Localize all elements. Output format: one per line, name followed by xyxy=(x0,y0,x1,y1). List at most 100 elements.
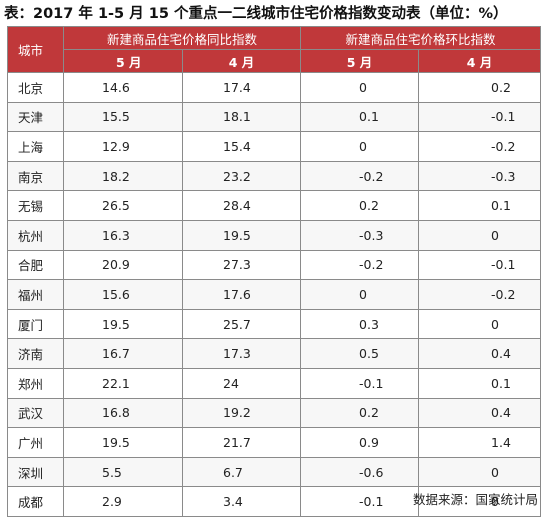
table-row: 南京 18.2 23.2 -0.2 -0.3 xyxy=(7,160,542,192)
yoy-april-cell: 17.3 xyxy=(181,338,302,369)
mom-april-cell: 0.4 xyxy=(418,338,542,369)
city-cell: 郑州 xyxy=(7,367,64,399)
table-header: 城市 新建商品住宅价格同比指数 新建商品住宅价格环比指数 5 月 4 月 5 月… xyxy=(7,26,542,73)
table-row: 无锡 26.5 28.4 0.2 0.1 xyxy=(7,190,542,221)
mom-april-cell: -0.1 xyxy=(418,249,542,281)
yoy-april-cell: 21.7 xyxy=(181,427,302,458)
yoy-may-cell: 22.1 xyxy=(63,367,183,399)
yoy-april-cell: 6.7 xyxy=(181,456,302,488)
mom-april-cell: -0.3 xyxy=(418,160,542,192)
city-cell: 广州 xyxy=(7,427,64,458)
table-title: 表：2017 年 1-5 月 15 个重点一二线城市住宅价格指数变动表（单位：%… xyxy=(4,6,508,22)
mom-april-cell: -0.1 xyxy=(418,101,542,133)
yoy-may-cell: 2.9 xyxy=(63,486,183,517)
table-row: 北京 14.6 17.4 0 0.2 xyxy=(7,72,542,103)
yoy-may-cell: 16.7 xyxy=(63,338,183,369)
table-row: 合肥 20.9 27.3 -0.2 -0.1 xyxy=(7,249,542,281)
mom-april-cell: 0.2 xyxy=(418,72,542,103)
mom-april-cell: -0.2 xyxy=(418,279,542,310)
mom-may-cell: -0.2 xyxy=(300,249,420,281)
yoy-april-cell: 17.4 xyxy=(181,72,302,103)
mom-may-cell: 0 xyxy=(300,279,420,310)
yoy-may-cell: 20.9 xyxy=(63,249,183,281)
mom-may-cell: -0.6 xyxy=(300,456,420,488)
yoy-may-cell: 16.8 xyxy=(63,397,183,429)
city-cell: 南京 xyxy=(7,160,64,192)
yoy-april-cell: 25.7 xyxy=(181,308,302,340)
table-body: 北京 14.6 17.4 0 0.2 天津 15.5 18.1 0.1 -0.1… xyxy=(7,72,542,517)
yoy-april-cell: 24 xyxy=(181,367,302,399)
mom-may-cell: -0.1 xyxy=(300,367,420,399)
price-index-table: 城市 新建商品住宅价格同比指数 新建商品住宅价格环比指数 5 月 4 月 5 月… xyxy=(7,26,542,517)
mom-april-cell: 0 xyxy=(418,308,542,340)
table-row: 厦门 19.5 25.7 0.3 0 xyxy=(7,308,542,340)
city-cell: 上海 xyxy=(7,131,64,162)
yoy-may-cell: 15.5 xyxy=(63,101,183,133)
city-cell: 无锡 xyxy=(7,190,64,221)
yoy-may-cell: 19.5 xyxy=(63,308,183,340)
table-row: 福州 15.6 17.6 0 -0.2 xyxy=(7,279,542,310)
mom-april-cell: -0.2 xyxy=(418,131,542,162)
table-row: 成都 2.9 3.4 -0.1 0 xyxy=(7,486,542,517)
table-row: 天津 15.5 18.1 0.1 -0.1 xyxy=(7,101,542,133)
table-row: 深圳 5.5 6.7 -0.6 0 xyxy=(7,456,542,488)
city-cell: 厦门 xyxy=(7,308,64,340)
yoy-may-cell: 15.6 xyxy=(63,279,183,310)
mom-may-cell: 0 xyxy=(300,131,420,162)
yoy-may-cell: 26.5 xyxy=(63,190,183,221)
yoy-may-cell: 14.6 xyxy=(63,72,183,103)
yoy-april-cell: 3.4 xyxy=(181,486,302,517)
mom-april-cell: 0.1 xyxy=(418,367,542,399)
yoy-april-cell: 17.6 xyxy=(181,279,302,310)
mom-may-cell: -0.1 xyxy=(300,486,420,517)
mom-may-cell: 0.9 xyxy=(300,427,420,458)
yoy-april-cell: 15.4 xyxy=(181,131,302,162)
city-cell: 福州 xyxy=(7,279,64,310)
city-cell: 武汉 xyxy=(7,397,64,429)
city-cell: 成都 xyxy=(7,486,64,517)
yoy-april-cell: 19.5 xyxy=(181,219,302,251)
yoy-april-cell: 18.1 xyxy=(181,101,302,133)
city-cell: 杭州 xyxy=(7,219,64,251)
header-group-mom: 新建商品住宅价格环比指数 xyxy=(300,26,542,50)
mom-april-cell: 0 xyxy=(418,486,542,517)
source-note: 数据来源：国家统计局 xyxy=(412,492,538,507)
mom-april-cell: 0 xyxy=(418,456,542,488)
yoy-may-cell: 18.2 xyxy=(63,160,183,192)
header-yoy-may: 5 月 xyxy=(63,49,183,73)
table-row: 上海 12.9 15.4 0 -0.2 xyxy=(7,131,542,162)
yoy-may-cell: 16.3 xyxy=(63,219,183,251)
yoy-may-cell: 5.5 xyxy=(63,456,183,488)
table-row: 武汉 16.8 19.2 0.2 0.4 xyxy=(7,397,542,429)
table-row: 杭州 16.3 19.5 -0.3 0 xyxy=(7,219,542,251)
table-row: 济南 16.7 17.3 0.5 0.4 xyxy=(7,338,542,369)
header-yoy-april: 4 月 xyxy=(181,49,302,73)
mom-may-cell: -0.2 xyxy=(300,160,420,192)
yoy-may-cell: 12.9 xyxy=(63,131,183,162)
mom-may-cell: 0.5 xyxy=(300,338,420,369)
mom-may-cell: -0.3 xyxy=(300,219,420,251)
mom-may-cell: 0.2 xyxy=(300,190,420,221)
mom-april-cell: 1.4 xyxy=(418,427,542,458)
header-group-yoy: 新建商品住宅价格同比指数 xyxy=(62,26,302,50)
table-row: 广州 19.5 21.7 0.9 1.4 xyxy=(7,427,542,458)
city-cell: 北京 xyxy=(7,72,64,103)
city-cell: 天津 xyxy=(7,101,64,133)
city-cell: 济南 xyxy=(7,338,64,369)
city-cell: 合肥 xyxy=(7,249,64,281)
mom-april-cell: 0.4 xyxy=(418,397,542,429)
yoy-april-cell: 23.2 xyxy=(181,160,302,192)
mom-may-cell: 0.1 xyxy=(300,101,420,133)
city-cell: 深圳 xyxy=(7,456,64,488)
mom-may-cell: 0.3 xyxy=(300,308,420,340)
header-mom-may: 5 月 xyxy=(300,49,420,73)
mom-april-cell: 0.1 xyxy=(418,190,542,221)
mom-may-cell: 0.2 xyxy=(300,397,420,429)
yoy-april-cell: 19.2 xyxy=(181,397,302,429)
mom-april-cell: 0 xyxy=(418,219,542,251)
yoy-april-cell: 27.3 xyxy=(181,249,302,281)
header-mom-april: 4 月 xyxy=(418,49,542,73)
yoy-april-cell: 28.4 xyxy=(181,190,302,221)
mom-may-cell: 0 xyxy=(300,72,420,103)
